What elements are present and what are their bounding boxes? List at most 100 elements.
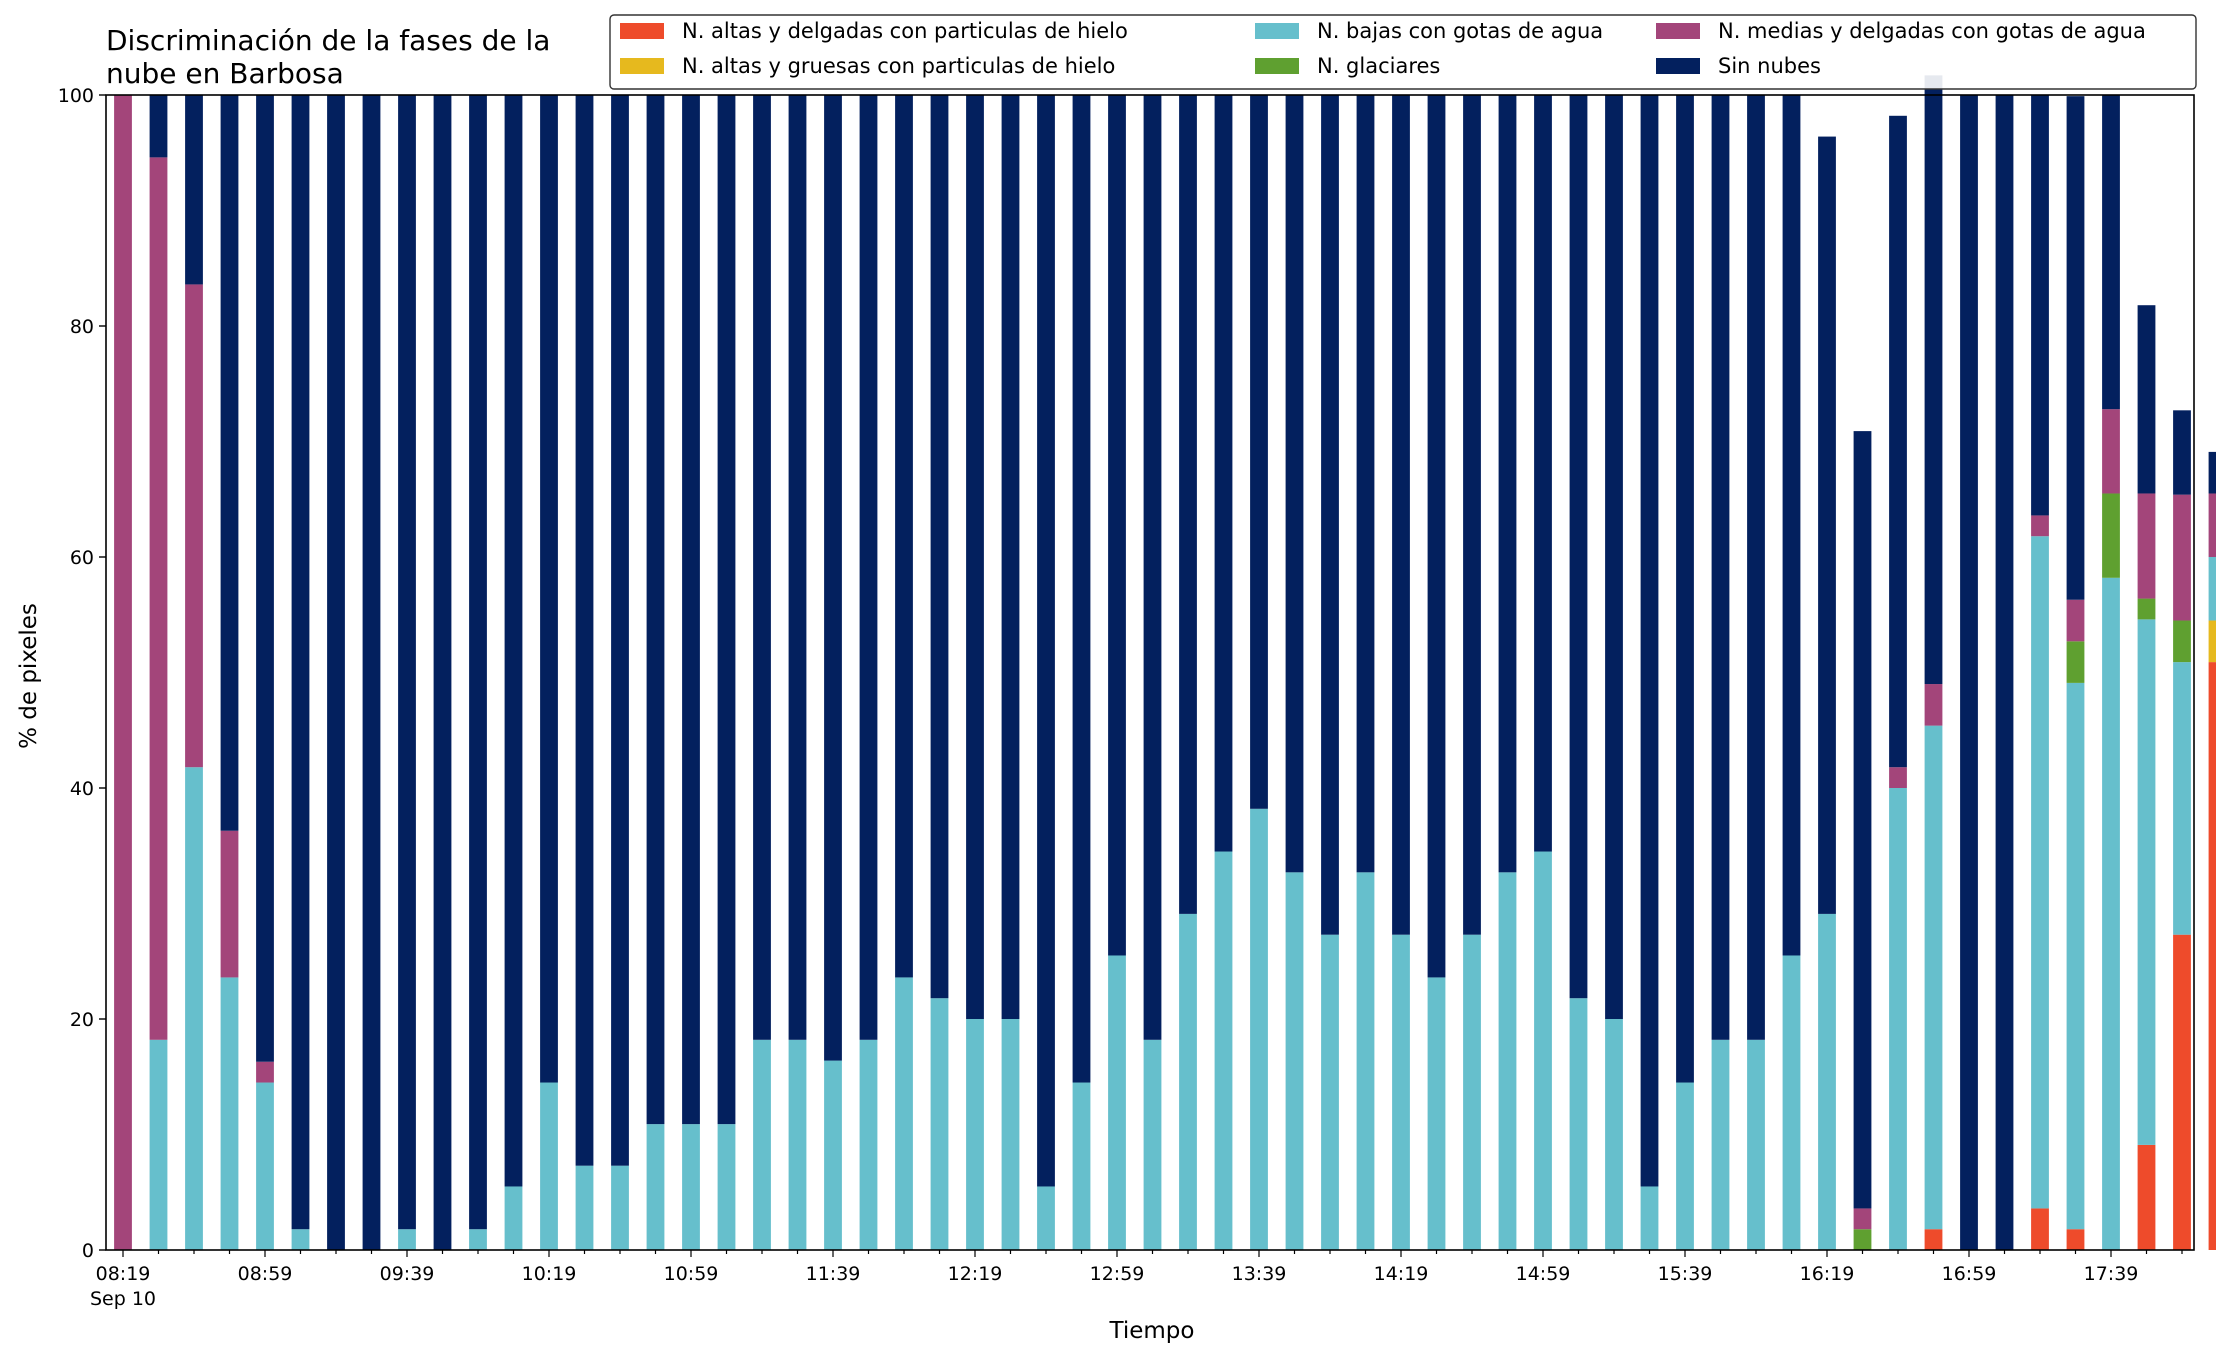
bar-segment-s2-i24 bbox=[966, 1019, 984, 1250]
bar-segment-s5-i54 bbox=[2031, 95, 2049, 516]
bar-segment-s4-i50 bbox=[1889, 767, 1907, 788]
bar-segment-s2-i17 bbox=[717, 1124, 736, 1250]
bar-segment-s2-i45 bbox=[1711, 1039, 1730, 1250]
bar-segment-s5-i34 bbox=[1321, 95, 1339, 935]
legend-swatch-2 bbox=[1255, 23, 1299, 39]
x-tick-label: 10:59 bbox=[664, 1263, 719, 1285]
bar-segment-s4-i4 bbox=[256, 1061, 274, 1083]
bar-segment-s2-i31 bbox=[1214, 851, 1233, 1250]
bar-segment-s2-i21 bbox=[859, 1039, 878, 1250]
bar-segment-s5-i45 bbox=[1711, 95, 1730, 1040]
bar-segment-s5-i25 bbox=[1001, 95, 1020, 1019]
bar-segment-s5-i36 bbox=[1392, 95, 1410, 935]
bar-segment-s4-i1 bbox=[149, 157, 168, 1040]
bar-segment-s5-i59 bbox=[2208, 451, 2216, 494]
x-tick-label: 12:59 bbox=[1090, 1263, 1145, 1285]
bar-segment-s2-i47 bbox=[1782, 955, 1801, 1250]
bar-segment-s5-i47 bbox=[1782, 95, 1801, 956]
bar-segment-s5-i23 bbox=[930, 95, 949, 999]
bar-segment-s5-i30 bbox=[1179, 95, 1197, 914]
y-tick-label: 60 bbox=[70, 547, 94, 569]
bar-segment-s5-i42 bbox=[1605, 95, 1623, 1019]
bar-segment-s0-i54 bbox=[2031, 1208, 2049, 1250]
bar-segment-s5-i4 bbox=[256, 95, 274, 1062]
bar-segment-s5-i5 bbox=[291, 95, 310, 1230]
bar-segment-s5-i57 bbox=[2137, 305, 2156, 494]
bar-segment-s2-i43 bbox=[1640, 1186, 1659, 1250]
bar-segment-s5-i1 bbox=[149, 95, 168, 158]
y-tick-label: 40 bbox=[70, 778, 94, 800]
bar-segment-s2-i29 bbox=[1143, 1039, 1162, 1250]
bar-segment-s2-i20 bbox=[824, 1060, 842, 1250]
bar-segment-s4-i3 bbox=[220, 830, 239, 978]
bar-segment-s2-i55 bbox=[2066, 682, 2085, 1230]
bar-segment-s5-i44 bbox=[1676, 95, 1694, 1083]
bar-segment-s4-i58 bbox=[2173, 494, 2191, 621]
chart-title-line-1: Discriminación de la fases de la bbox=[106, 24, 550, 57]
bar-segment-s2-i36 bbox=[1392, 934, 1410, 1250]
plot-frame bbox=[105, 94, 2195, 1251]
x-tick-label: 13:39 bbox=[1232, 1263, 1287, 1285]
legend-label-1: N. altas y gruesas con particulas de hie… bbox=[682, 54, 1115, 78]
bar-segment-s2-i26 bbox=[1037, 1186, 1055, 1250]
x-tick-label: 17:39 bbox=[2084, 1263, 2139, 1285]
bar-segment-s3-i58 bbox=[2173, 620, 2191, 663]
bar-segment-s5-i39 bbox=[1498, 95, 1517, 873]
bar-segment-s5-i17 bbox=[717, 95, 736, 1125]
bar-segment-s5-i35 bbox=[1356, 95, 1375, 873]
bar-segment-s5-i15 bbox=[646, 95, 665, 1125]
bar-segment-s2-i39 bbox=[1498, 872, 1517, 1250]
bar-segment-s5-i2 bbox=[185, 95, 203, 285]
bar-segment-s0-i55 bbox=[2066, 1229, 2085, 1250]
bar-segment-s5-i22 bbox=[895, 95, 913, 978]
bar-segment-s2-i51 bbox=[1924, 725, 1943, 1230]
bar-segment-s5-i9 bbox=[433, 95, 452, 1250]
bar-segment-s5-i14 bbox=[611, 95, 629, 1166]
bar-segment-s5-i53 bbox=[1995, 95, 2014, 1250]
bar-segment-s5-i58 bbox=[2173, 410, 2191, 495]
legend-label-3: N. glaciares bbox=[1317, 54, 1440, 78]
y-tick-label: 100 bbox=[58, 85, 94, 107]
bar-segment-s5-i10 bbox=[469, 95, 487, 1230]
bar-segment-s5-i18 bbox=[753, 95, 771, 1040]
bar-segment-s4-i2 bbox=[185, 284, 203, 768]
legend-swatch-5 bbox=[1656, 58, 1700, 74]
legend-label-4: N. medias y delgadas con gotas de agua bbox=[1718, 19, 2146, 43]
bar-segment-s5-i51 bbox=[1924, 75, 1943, 685]
legend-frame bbox=[609, 14, 2197, 90]
bar-segment-s4-i51 bbox=[1924, 684, 1943, 726]
bar-segment-s4-i0 bbox=[114, 95, 132, 1250]
x-tick-label: 10:19 bbox=[522, 1263, 577, 1285]
bar-segment-s2-i11 bbox=[504, 1186, 523, 1250]
bar-segment-s2-i23 bbox=[930, 998, 949, 1250]
bar-segment-s3-i56 bbox=[2102, 493, 2120, 578]
bar-segment-s2-i5 bbox=[291, 1229, 310, 1250]
bar-segment-s0-i59 bbox=[2208, 662, 2216, 1250]
bar-segment-s2-i37 bbox=[1427, 977, 1446, 1250]
bar-segment-s4-i57 bbox=[2137, 493, 2156, 599]
bar-segment-s2-i12 bbox=[540, 1082, 558, 1250]
bar-segment-s5-i16 bbox=[682, 95, 700, 1125]
x-tick-label: 14:19 bbox=[1374, 1263, 1429, 1285]
bar-segment-s2-i22 bbox=[895, 977, 913, 1250]
bar-segment-s2-i16 bbox=[682, 1124, 700, 1250]
bar-segment-s2-i33 bbox=[1285, 872, 1304, 1250]
bar-segment-s2-i13 bbox=[575, 1165, 594, 1250]
bar-segment-s5-i28 bbox=[1108, 95, 1126, 956]
bar-segment-s2-i32 bbox=[1250, 808, 1268, 1250]
bar-segment-s2-i3 bbox=[220, 977, 239, 1250]
bar-segment-s5-i48 bbox=[1818, 136, 1836, 914]
bar-segment-s5-i11 bbox=[504, 95, 523, 1187]
bar-segment-s5-i40 bbox=[1534, 95, 1552, 852]
bar-segment-s2-i28 bbox=[1108, 955, 1126, 1250]
bar-segment-s5-i33 bbox=[1285, 95, 1304, 873]
x-tick-label: 09:39 bbox=[380, 1263, 435, 1285]
bar-segment-s5-i56 bbox=[2102, 95, 2120, 410]
bar-segment-s2-i19 bbox=[788, 1039, 807, 1250]
bar-segment-s5-i24 bbox=[966, 95, 984, 1019]
legend-swatch-0 bbox=[620, 23, 664, 39]
chart-title-line-2: nube en Barbosa bbox=[106, 57, 344, 90]
bar-segment-s0-i58 bbox=[2173, 934, 2191, 1250]
bar-segment-s5-i3 bbox=[220, 95, 239, 831]
